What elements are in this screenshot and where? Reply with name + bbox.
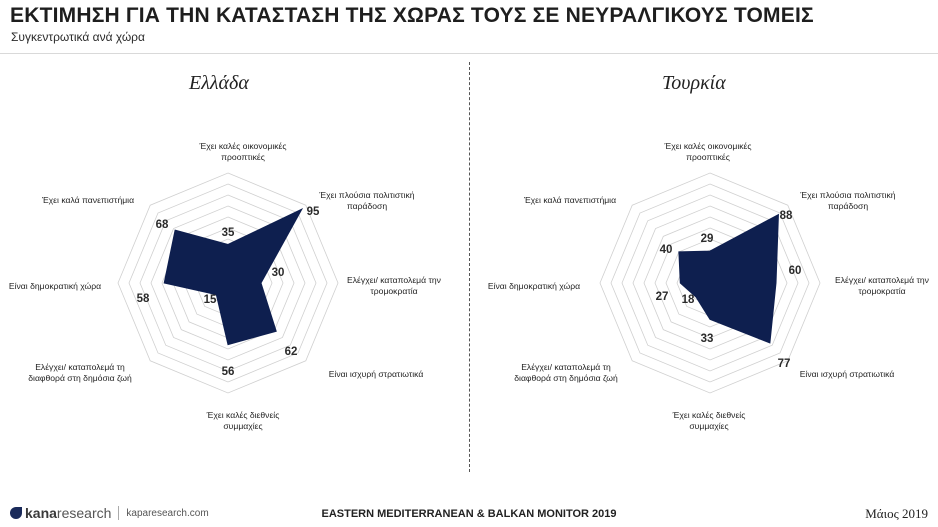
footer-monitor-title: EASTERN MEDITERRANEAN & BALKAN MONITOR 2… [321,508,617,520]
radar-grid-ring [128,183,328,383]
footer-logo: kana research kaparesearch.com [10,505,209,521]
data-label: 68 [156,219,169,231]
radar-chart-greece: Έχει καλές οικονομικές προοπτικές Έχει πλο… [9,141,441,431]
data-label: 95 [307,206,320,218]
axis-label: Έχει καλά πανεπιστήμια [41,195,134,205]
chart-title-greece: Ελλάδα [189,72,249,94]
data-label: 58 [137,293,150,305]
kana-logo-icon [10,507,22,519]
logo-brand-rest: research [56,505,112,521]
axis-label: Έχει καλές διεθνείς συμμαχίες [206,410,280,431]
data-label: 33 [701,333,714,345]
axis-label: Έχει καλές οικονομικές προοπτικές [198,141,286,162]
axis-label: Ελέγχει/ καταπολεμά τη διαφθορά στη δημόσ… [28,362,132,383]
page-subtitle: Συγκεντρωτικά ανά χώρα [11,30,145,44]
radar-grid-ring [117,172,339,394]
axis-label: Είναι ισχυρή στρατιωτικά [800,369,895,379]
data-label: 29 [701,233,714,245]
radar-grid-ring [150,205,306,361]
footer-url: kaparesearch.com [126,507,209,519]
data-label: 30 [272,267,285,279]
radar-grid-ring [610,183,810,383]
data-label: 56 [222,366,235,378]
axis-label: Έχει πλούσια πολιτιστική παράδοση [799,190,895,211]
data-label: 60 [789,265,802,277]
axis-label: Είναι δημοκρατική χώρα [488,281,580,291]
axis-label: Είναι ισχυρή στρατιωτικά [329,369,424,379]
axis-label: Ελέγχει/ καταπολεμά τη διαφθορά στη δημόσ… [514,362,618,383]
logo-brand-bold: kana [25,505,57,521]
data-label: 27 [656,291,669,303]
radar-grid-ring [599,172,821,394]
data-label: 15 [204,294,217,306]
logo-separator [118,506,120,520]
chart-divider [469,62,470,472]
radar-series-area [163,207,304,346]
radar-chart-turkey: Έχει καλές οικονομικές προοπτικές Έχει πλο… [488,141,929,431]
axis-label: Έχει καλές οικονομικές προοπτικές [663,141,751,162]
page-title: ΕΚΤΙΜΗΣΗ ΓΙΑ ΤΗΝ ΚΑΤΑΣΤΑΣΗ ΤΗΣ ΧΩΡΑΣ ΤΟΥ… [10,4,814,27]
axis-label: Έχει καλές διεθνείς συμμαχίες [672,410,746,431]
radar-grid-ring [139,194,317,372]
data-label: 35 [222,227,235,239]
axis-label: Έχει πλούσια πολιτιστική παράδοση [318,190,414,211]
data-label: 40 [660,244,673,256]
data-label: 77 [778,358,791,370]
radar-grid-ring [621,194,799,372]
data-label: 18 [682,294,695,306]
axis-label: Ελέγχει/ καταπολεμά την τρομοκρατία [835,275,929,296]
axis-label: Έχει καλά πανεπιστήμια [523,195,616,205]
header-divider [0,53,938,54]
data-label: 88 [780,210,793,222]
radar-series-area [678,213,779,344]
chart-title-turkey: Τουρκία [662,72,726,94]
footer-date: Μάιος 2019 [865,506,928,521]
axis-label: Ελέγχει/ καταπολεμά την τρομοκρατία [347,275,441,296]
data-label: 62 [285,346,298,358]
axis-label: Είναι δημοκρατική χώρα [9,281,101,291]
